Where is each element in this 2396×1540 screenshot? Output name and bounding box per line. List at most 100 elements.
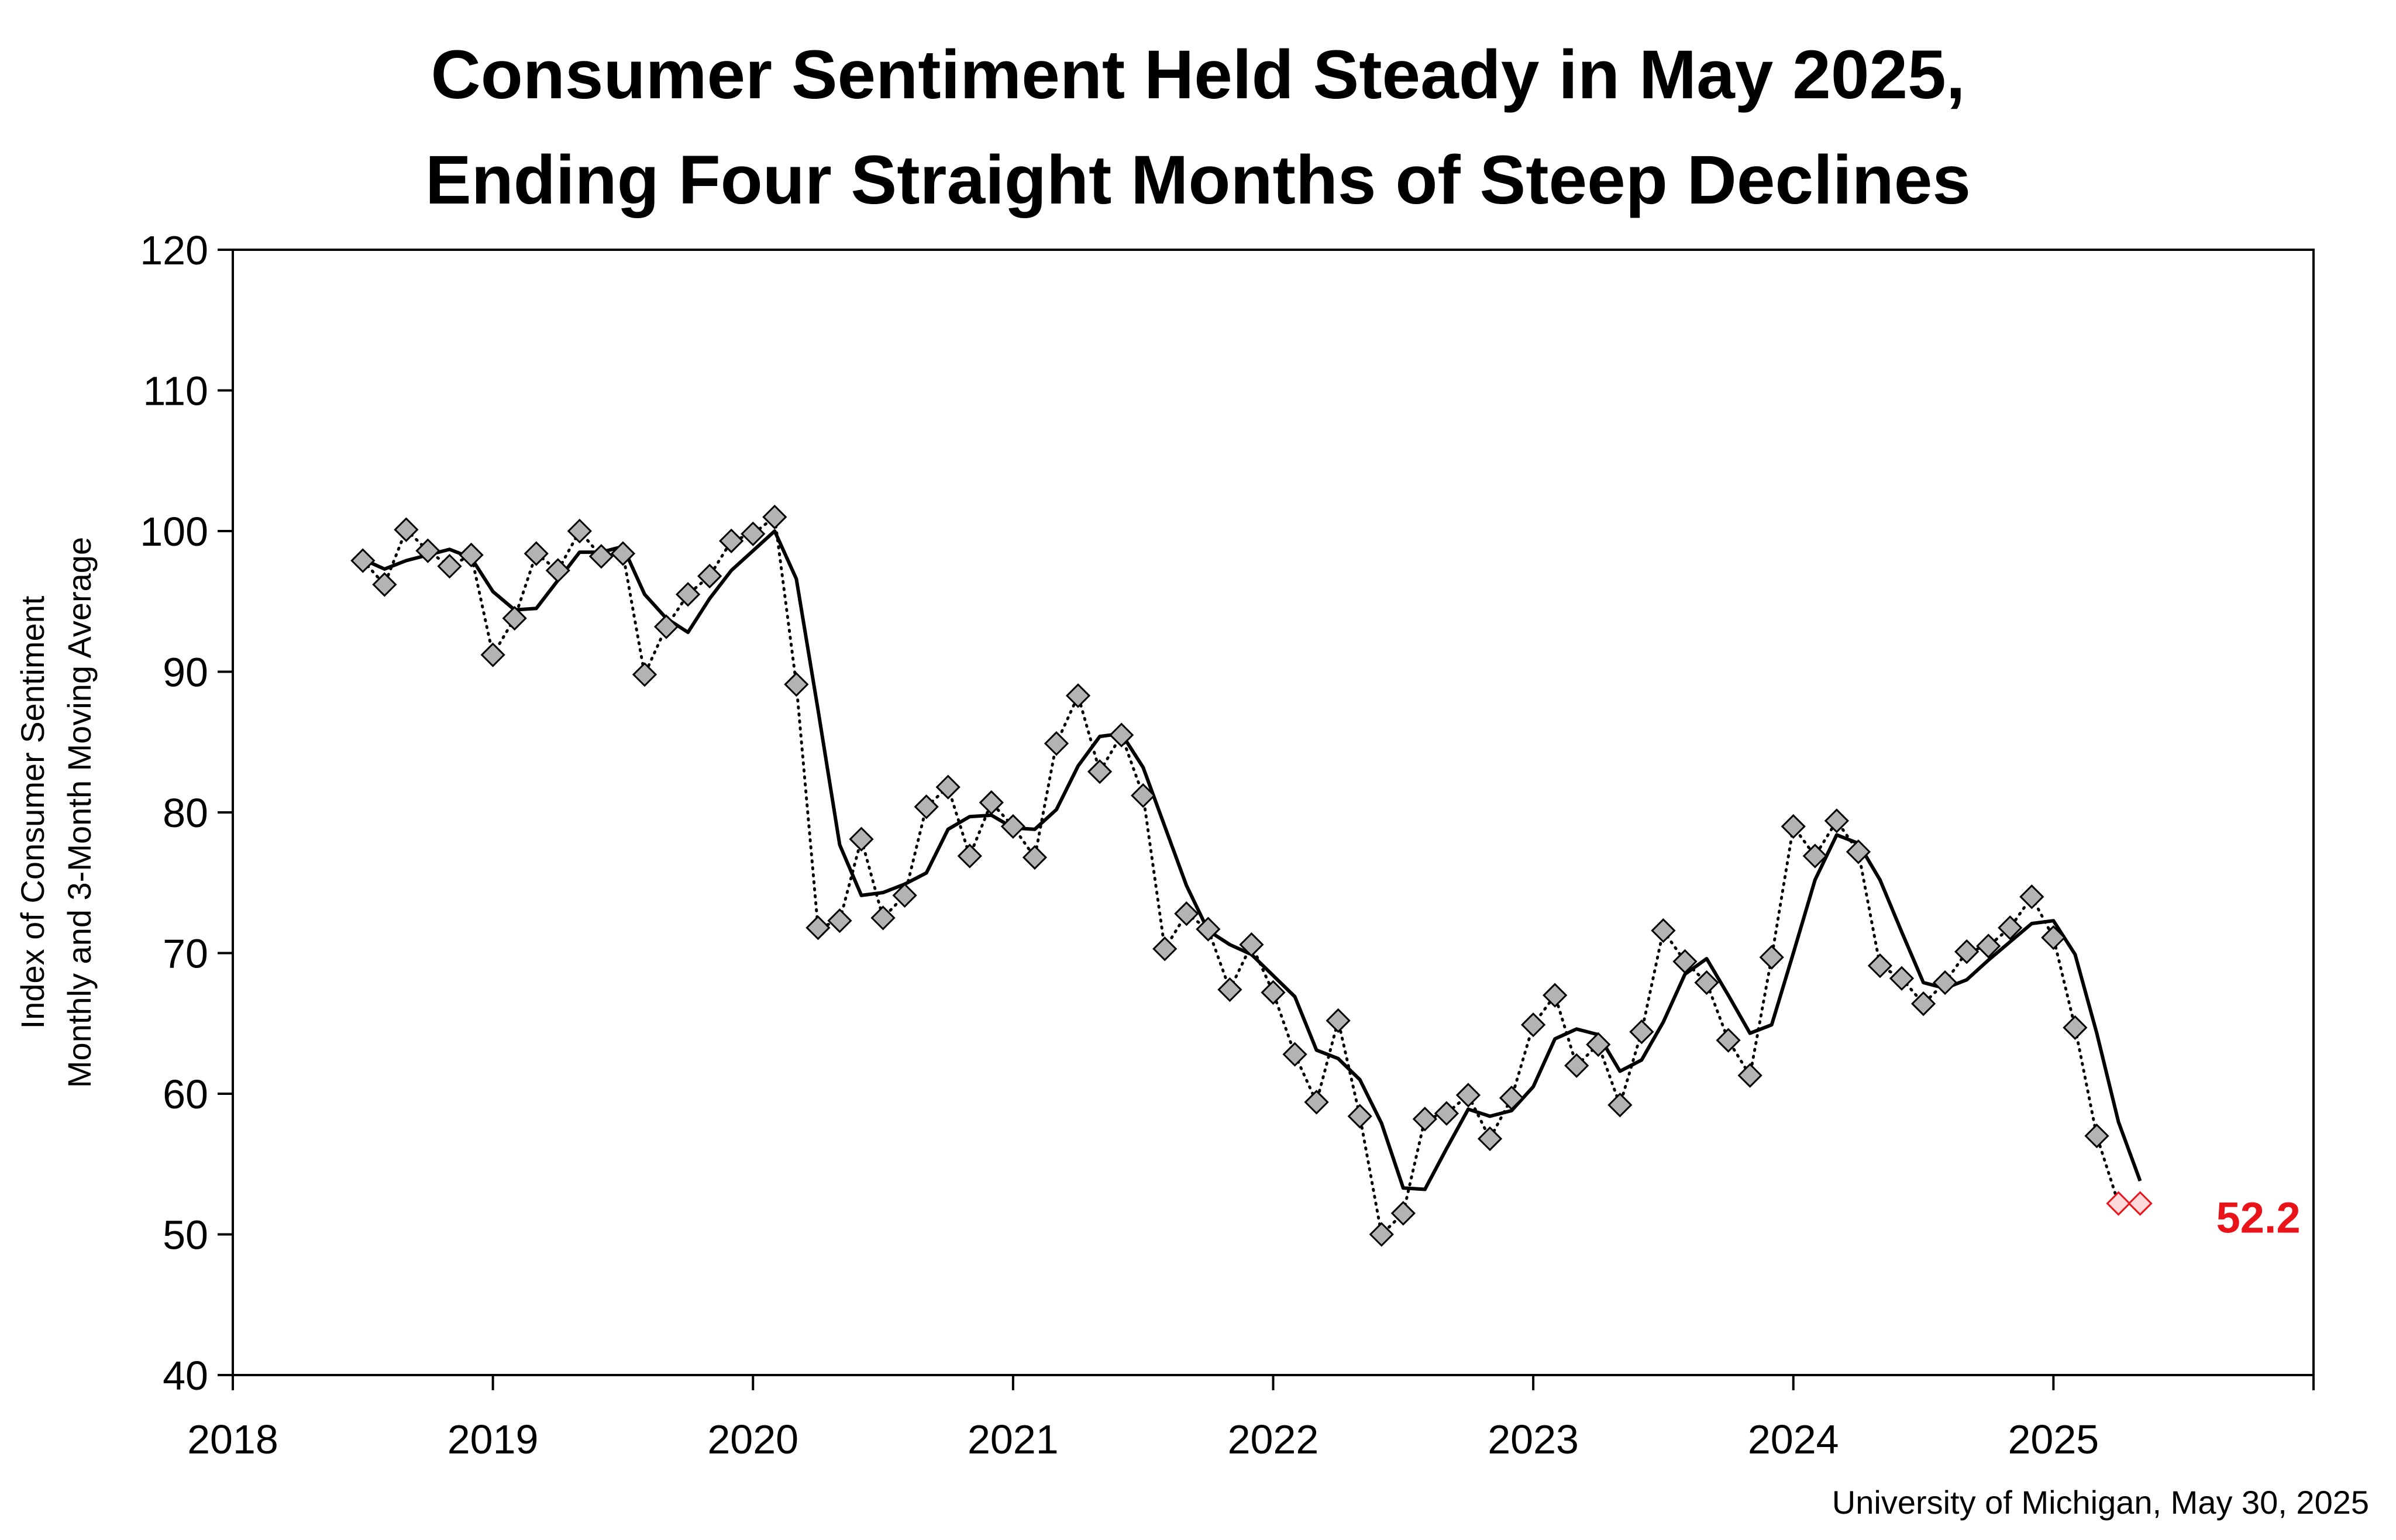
monthly-point: [719, 528, 744, 553]
monthly-point: [805, 915, 831, 940]
monthly-point: [1672, 949, 1698, 974]
monthly-point: [979, 790, 1004, 815]
monthly-point: [892, 883, 917, 908]
monthly-point: [1759, 945, 1784, 970]
monthly-point: [480, 642, 505, 667]
monthly-point: [459, 542, 484, 568]
monthly-point: [372, 572, 397, 597]
monthly-point: [1694, 970, 1719, 995]
monthly-point: [1304, 1090, 1329, 1115]
monthly-point: [2063, 1015, 2088, 1041]
monthly-point: [1499, 1086, 1524, 1111]
y-tick-label: 60: [163, 1072, 208, 1117]
monthly-point: [1607, 1093, 1633, 1118]
monthly-point: [1564, 1053, 1589, 1079]
monthly-point: [935, 774, 961, 800]
monthly-point: [567, 518, 592, 544]
monthly-point: [1261, 980, 1286, 1005]
monthly-point: [1282, 1042, 1307, 1067]
monthly-point: [1455, 1083, 1481, 1108]
monthly-point: [2084, 1124, 2109, 1149]
monthly-point: [1390, 1201, 1416, 1226]
last-value-label: 52.2: [2216, 1194, 2301, 1242]
monthly-point: [1802, 843, 1827, 869]
monthly-point: [1326, 1008, 1351, 1033]
monthly-point: [2041, 925, 2066, 950]
series-layer: [350, 504, 2153, 1247]
monthly-point: [1781, 814, 1806, 839]
monthly-point: [524, 541, 549, 566]
monthly-point: [827, 908, 852, 933]
monthly-point: [870, 905, 896, 931]
x-tick-label: 2019: [447, 1417, 539, 1462]
x-tick-label: 2022: [1228, 1417, 1319, 1462]
monthly-point: [1174, 901, 1199, 926]
monthly-point: [1867, 953, 1893, 979]
y-axis-label: Index of Consumer Sentiment Monthly and …: [14, 537, 98, 1088]
monthly-point: [1109, 722, 1134, 747]
monthly-point: [675, 582, 701, 607]
x-tick-label: 2018: [187, 1417, 278, 1462]
y-tick-label: 100: [140, 509, 208, 554]
monthly-point-highlight: [2128, 1191, 2153, 1216]
monthly-point: [1152, 936, 1178, 962]
monthly-point: [1044, 731, 1069, 756]
x-tick-label: 2021: [968, 1417, 1059, 1462]
monthly-point: [1196, 917, 1221, 942]
x-axis: 2018 2019 2020 2021 2022 2023 2024 2025: [187, 1375, 2315, 1462]
y-tick-label: 120: [140, 228, 208, 273]
monthly-point: [741, 521, 766, 546]
monthly-point: [1000, 814, 1025, 839]
monthly-point: [1217, 977, 1242, 1002]
monthly-point: [437, 554, 462, 579]
x-tick-label: 2020: [707, 1417, 798, 1462]
monthly-point: [2019, 884, 2044, 909]
monthly-point: [1954, 939, 1980, 964]
monthly-point: [1521, 1012, 1546, 1038]
y-axis-label-line-2: Monthly and 3-Month Moving Average: [61, 537, 98, 1088]
monthly-point: [1846, 839, 1871, 864]
y-tick-label: 40: [163, 1353, 208, 1398]
monthly-point: [1910, 991, 1936, 1017]
monthly-point: [653, 614, 679, 639]
monthly-point: [1543, 983, 1568, 1008]
x-tick-label: 2024: [1748, 1417, 1839, 1462]
monthly-index-line: [361, 514, 2142, 1238]
chart-title-line-2: Ending Four Straight Months of Steep Dec…: [425, 142, 1971, 219]
x-tick-label: 2025: [2008, 1417, 2099, 1462]
x-tick-label: 2023: [1488, 1417, 1579, 1462]
monthly-point-highlight: [2106, 1191, 2131, 1216]
y-tick-label: 70: [163, 931, 208, 977]
monthly-point: [610, 541, 636, 566]
y-tick-label: 50: [163, 1212, 208, 1258]
monthly-point: [350, 548, 376, 573]
monthly-point: [1347, 1104, 1372, 1129]
chart-title-line-1: Consumer Sentiment Held Steady in May 20…: [431, 36, 1965, 113]
monthly-point: [1065, 683, 1091, 708]
monthly-point: [1586, 1032, 1611, 1057]
monthly-point: [1737, 1063, 1762, 1088]
monthly-point: [1369, 1222, 1394, 1247]
monthly-point: [1131, 783, 1156, 808]
monthly-point: [1824, 808, 1849, 833]
monthly-point: [1412, 1107, 1437, 1132]
y-tick-label: 80: [163, 790, 208, 836]
monthly-point: [1976, 933, 2001, 959]
monthly-point: [1477, 1126, 1503, 1152]
monthly-point: [1239, 932, 1264, 957]
monthly-point: [1022, 845, 1048, 870]
monthly-point: [545, 558, 570, 583]
source-note: University of Michigan, May 30, 2025: [1832, 1484, 2369, 1521]
monthly-point: [415, 538, 440, 563]
moving-average-line: [362, 529, 2142, 1191]
monthly-point: [762, 504, 787, 530]
monthly-point: [1629, 1019, 1654, 1045]
monthly-point: [1716, 1028, 1741, 1053]
monthly-point: [849, 826, 874, 852]
monthly-point: [1087, 759, 1113, 784]
monthly-point: [914, 794, 939, 819]
monthly-point: [588, 544, 614, 569]
y-axis-label-line-1: Index of Consumer Sentiment: [14, 595, 51, 1029]
y-axis: 40 50 60 70 80 90 100 110 120: [140, 228, 233, 1398]
